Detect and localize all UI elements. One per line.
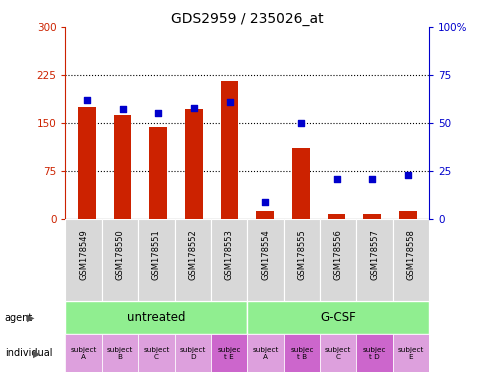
Bar — [247, 301, 428, 334]
Bar — [291, 149, 309, 219]
Bar — [283, 334, 319, 372]
Bar — [184, 109, 202, 219]
Text: untreated: untreated — [127, 311, 185, 324]
Text: ▶: ▶ — [27, 313, 34, 323]
Text: subjec
t D: subjec t D — [362, 347, 386, 360]
Bar — [65, 219, 102, 301]
Bar — [356, 219, 392, 301]
Bar — [220, 81, 238, 219]
Bar — [392, 219, 428, 301]
Text: subject
A: subject A — [252, 347, 278, 360]
Point — [403, 172, 411, 178]
Text: subject
B: subject B — [106, 347, 133, 360]
Bar — [247, 334, 283, 372]
Point — [119, 106, 126, 113]
Text: subject
D: subject D — [179, 347, 206, 360]
Bar — [102, 219, 138, 301]
Text: ▶: ▶ — [33, 348, 40, 358]
Bar — [65, 301, 247, 334]
Text: subject
E: subject E — [397, 347, 424, 360]
Text: subjec
t B: subjec t B — [289, 347, 313, 360]
Bar — [211, 334, 247, 372]
Bar — [327, 214, 345, 219]
Point — [296, 120, 304, 126]
Text: subject
C: subject C — [324, 347, 351, 360]
Bar — [174, 219, 211, 301]
Bar — [78, 107, 95, 219]
Text: GSM178553: GSM178553 — [224, 229, 233, 280]
Bar — [138, 219, 174, 301]
Bar — [174, 334, 211, 372]
Bar — [319, 219, 356, 301]
Text: individual: individual — [5, 348, 52, 358]
Bar — [102, 334, 138, 372]
Bar — [113, 114, 131, 219]
Point — [83, 97, 91, 103]
Text: agent: agent — [5, 313, 33, 323]
Bar — [256, 210, 273, 219]
Text: subject
A: subject A — [70, 347, 97, 360]
Text: subject
C: subject C — [143, 347, 169, 360]
Text: GSM178558: GSM178558 — [406, 229, 415, 280]
Bar — [65, 334, 102, 372]
Bar — [392, 334, 428, 372]
Bar — [363, 214, 380, 219]
Point — [154, 110, 162, 116]
Point — [225, 99, 233, 105]
Bar — [211, 219, 247, 301]
Text: GSM178550: GSM178550 — [115, 229, 124, 280]
Text: GSM178556: GSM178556 — [333, 229, 342, 280]
Title: GDS2959 / 235026_at: GDS2959 / 235026_at — [171, 12, 323, 26]
Point — [190, 104, 197, 111]
Text: GSM178555: GSM178555 — [297, 229, 306, 280]
Bar — [319, 334, 356, 372]
Bar — [356, 334, 392, 372]
Text: GSM178554: GSM178554 — [260, 229, 270, 280]
Bar — [283, 219, 319, 301]
Point — [332, 175, 340, 182]
Bar — [247, 219, 283, 301]
Bar — [398, 210, 416, 219]
Bar — [138, 334, 174, 372]
Point — [261, 199, 269, 205]
Text: subjec
t E: subjec t E — [217, 347, 241, 360]
Point — [367, 175, 375, 182]
Text: G-CSF: G-CSF — [320, 311, 355, 324]
Text: GSM178552: GSM178552 — [188, 229, 197, 280]
Bar — [149, 127, 167, 219]
Text: GSM178549: GSM178549 — [79, 229, 88, 280]
Text: GSM178551: GSM178551 — [151, 229, 161, 280]
Text: GSM178557: GSM178557 — [369, 229, 378, 280]
